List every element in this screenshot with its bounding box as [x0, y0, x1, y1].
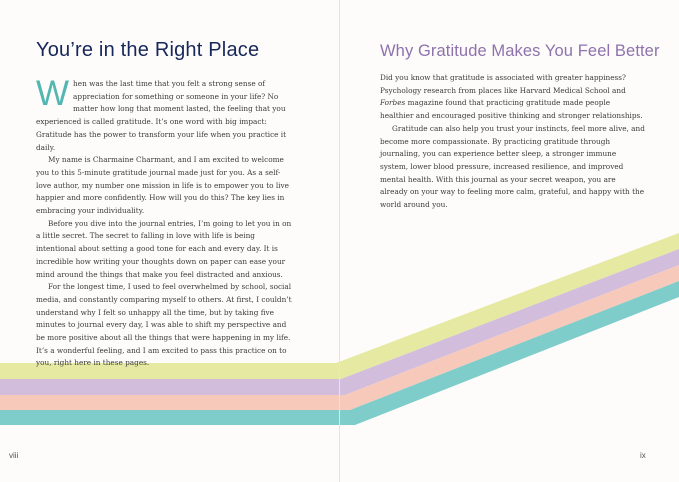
left-page-heading: You’re in the Right Place — [36, 39, 260, 61]
left-paragraph-4: For the longest time, I used to feel ove… — [36, 282, 292, 368]
publication-title: Forbes — [380, 98, 406, 108]
stripe-yellow — [0, 233, 679, 379]
right-paragraph-2: Gratitude can also help you trust your i… — [380, 123, 645, 210]
stripe-peach — [0, 265, 679, 410]
drop-cap: W — [36, 74, 70, 113]
page-gutter — [339, 0, 340, 482]
left-paragraph-2: My name is Charmaine Charmant, and I am … — [36, 155, 289, 216]
right-page-body: Did you know that gratitude is associate… — [380, 72, 645, 212]
stripe-teal — [0, 281, 679, 425]
left-paragraph-3: Before you dive into the journal entries… — [36, 218, 292, 279]
page-number-right: ix — [640, 451, 646, 460]
stripe-purple — [0, 249, 679, 395]
page-number-left: viii — [9, 451, 19, 460]
right-page-heading: Why Gratitude Makes You Feel Better — [380, 42, 660, 60]
right-paragraph-1: Did you know that gratitude is associate… — [380, 73, 643, 121]
